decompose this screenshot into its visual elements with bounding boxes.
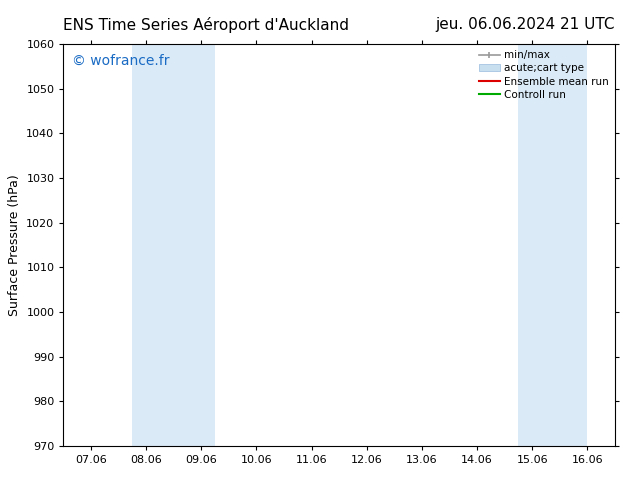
Text: © wofrance.fr: © wofrance.fr: [72, 54, 169, 68]
Legend: min/max, acute;cart type, Ensemble mean run, Controll run: min/max, acute;cart type, Ensemble mean …: [475, 46, 613, 104]
Text: ENS Time Series Aéroport d'Auckland: ENS Time Series Aéroport d'Auckland: [63, 17, 349, 33]
Text: jeu. 06.06.2024 21 UTC: jeu. 06.06.2024 21 UTC: [436, 17, 615, 32]
Bar: [519, 44, 588, 446]
Y-axis label: Surface Pressure (hPa): Surface Pressure (hPa): [8, 174, 21, 316]
Bar: [133, 44, 215, 446]
